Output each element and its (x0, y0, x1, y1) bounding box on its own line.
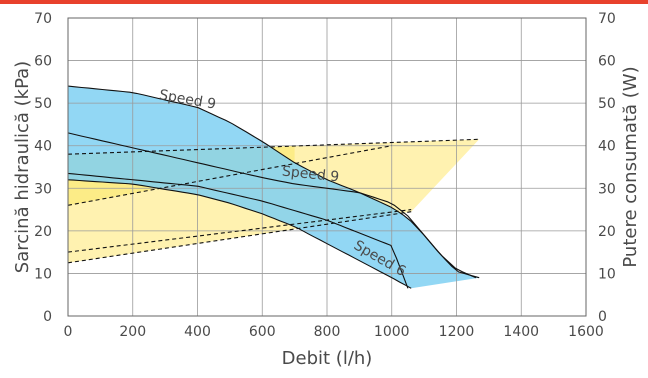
y2-axis-title: Putere consumată (W) (620, 66, 641, 267)
plot-frame (67, 17, 587, 317)
x-tick-label: 200 (119, 324, 146, 340)
head-curve-line (67, 132, 477, 279)
x-tick-label: 1000 (374, 324, 410, 340)
y-tick-label: 20 (34, 224, 52, 240)
y-tick-label: 50 (34, 96, 52, 112)
head-curve-line (67, 172, 409, 289)
y-tick-label: 60 (34, 54, 52, 70)
power-curve-line (67, 138, 480, 155)
top-accent-bar (0, 0, 648, 4)
head-curve-line (67, 85, 480, 279)
x-tick-label: 600 (249, 324, 276, 340)
x-tick-label: 1600 (568, 324, 604, 340)
y-tick-label: 40 (34, 139, 52, 155)
power-curve-line (67, 211, 412, 264)
y-axis-title: Sarcină hidraulică (kPa) (12, 61, 33, 273)
y2-tick-label: 30 (598, 181, 616, 197)
x-tick-label: 1400 (503, 324, 539, 340)
y2-tick-label: 20 (598, 224, 616, 240)
y-tick-label: 0 (43, 309, 52, 325)
y2-tick-label: 10 (598, 266, 616, 282)
y2-tick-label: 70 (598, 11, 616, 27)
y-tick-label: 10 (34, 266, 52, 282)
x-tick-label: 1200 (439, 324, 475, 340)
y-tick-label: 70 (34, 11, 52, 27)
power-curve-line (67, 209, 412, 253)
head-curve-line (67, 179, 412, 289)
x-axis-title: Debit (l/h) (282, 348, 373, 369)
y-tick-label: 30 (34, 181, 52, 197)
power-curve-line (67, 145, 392, 206)
head-envelope-area (68, 86, 480, 289)
curve-label: Speed 9 (281, 164, 340, 186)
y2-tick-label: 50 (598, 96, 616, 112)
x-tick-label: 800 (314, 324, 341, 340)
x-tick-label: 400 (184, 324, 211, 340)
y2-tick-label: 60 (598, 54, 616, 70)
y2-tick-label: 0 (598, 309, 607, 325)
x-tick-label: 0 (64, 324, 73, 340)
y2-tick-label: 40 (598, 139, 616, 155)
